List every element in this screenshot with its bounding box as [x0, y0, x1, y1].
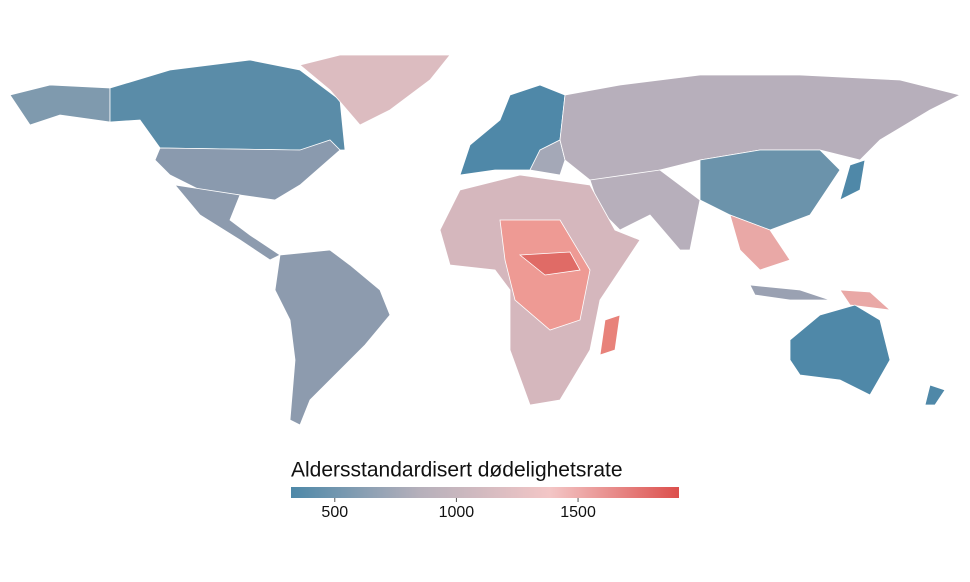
- russia-central-asia: [559, 74, 962, 181]
- japan: [839, 159, 866, 201]
- world-map: [9, 54, 962, 426]
- canada: [109, 59, 346, 151]
- south-america: [274, 249, 391, 426]
- alaska: [9, 84, 111, 126]
- usa: [154, 139, 341, 201]
- eastern-europe: [529, 139, 566, 176]
- legend-title: Aldersstandardisert dødelighetsrate: [291, 459, 623, 482]
- australia: [789, 304, 891, 396]
- greenland: [299, 54, 451, 126]
- papua: [839, 289, 892, 311]
- southeast-asia: [729, 214, 791, 271]
- new-zealand: [924, 384, 946, 406]
- madagascar: [599, 314, 621, 356]
- africa-core: [518, 251, 581, 276]
- colorbar-tick-label: 1000: [439, 504, 475, 521]
- colorbar-tick-label: 500: [321, 504, 348, 521]
- colorbar: [291, 487, 679, 498]
- legend: Aldersstandardisert dødelighetsrate 500 1…: [291, 459, 679, 521]
- indonesia: [749, 284, 831, 301]
- colorbar-tick-label: 1500: [560, 504, 596, 521]
- china: [699, 149, 841, 231]
